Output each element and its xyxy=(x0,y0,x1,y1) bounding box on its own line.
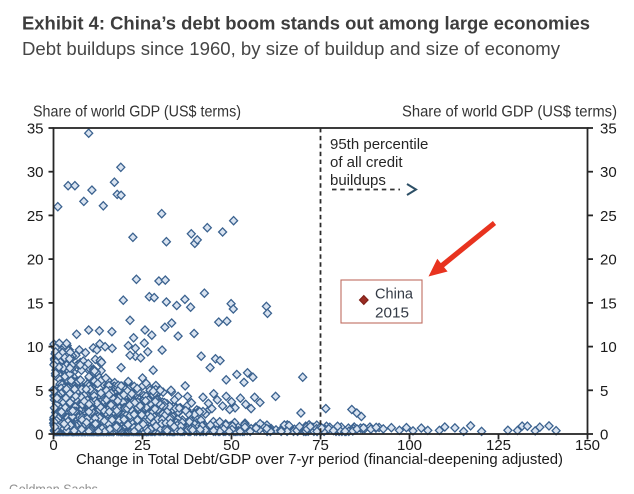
svg-text:75: 75 xyxy=(312,437,329,454)
svg-text:Share of world GDP (US$ terms): Share of world GDP (US$ terms) xyxy=(33,104,241,121)
svg-text:10: 10 xyxy=(27,339,44,356)
svg-text:0: 0 xyxy=(35,427,43,444)
svg-text:20: 20 xyxy=(600,252,617,269)
svg-text:35: 35 xyxy=(600,121,617,138)
svg-text:Goldman Sachs: Goldman Sachs xyxy=(9,483,98,490)
svg-text:Debt buildups since 1960, by s: Debt buildups since 1960, by size of bui… xyxy=(22,39,560,59)
svg-text:2015: 2015 xyxy=(375,305,409,322)
svg-text:95th percentile: 95th percentile xyxy=(330,136,428,153)
svg-text:Exhibit 4: China’s debt boom s: Exhibit 4: China’s debt boom stands out … xyxy=(22,14,590,34)
svg-text:50: 50 xyxy=(223,437,240,454)
svg-text:Share of world GDP (US$ terms): Share of world GDP (US$ terms) xyxy=(402,104,617,121)
svg-text:30: 30 xyxy=(27,164,44,181)
svg-text:25: 25 xyxy=(27,208,44,225)
svg-text:15: 15 xyxy=(600,295,617,312)
svg-text:China: China xyxy=(375,286,414,303)
svg-text:10: 10 xyxy=(600,339,617,356)
svg-text:35: 35 xyxy=(27,121,44,138)
svg-text:Change in Total Debt/GDP over: Change in Total Debt/GDP over 7-yr perio… xyxy=(76,451,563,468)
svg-text:buildups: buildups xyxy=(330,172,386,189)
svg-text:150: 150 xyxy=(575,437,600,454)
svg-text:20: 20 xyxy=(27,252,44,269)
svg-text:5: 5 xyxy=(600,383,608,400)
svg-text:15: 15 xyxy=(27,295,44,312)
svg-text:25: 25 xyxy=(600,208,617,225)
svg-text:0: 0 xyxy=(49,437,57,454)
svg-text:5: 5 xyxy=(35,383,43,400)
svg-text:100: 100 xyxy=(397,437,422,454)
svg-text:125: 125 xyxy=(486,437,511,454)
svg-text:30: 30 xyxy=(600,164,617,181)
svg-text:0: 0 xyxy=(600,427,608,444)
svg-text:25: 25 xyxy=(134,437,151,454)
svg-text:of all credit: of all credit xyxy=(330,154,403,171)
